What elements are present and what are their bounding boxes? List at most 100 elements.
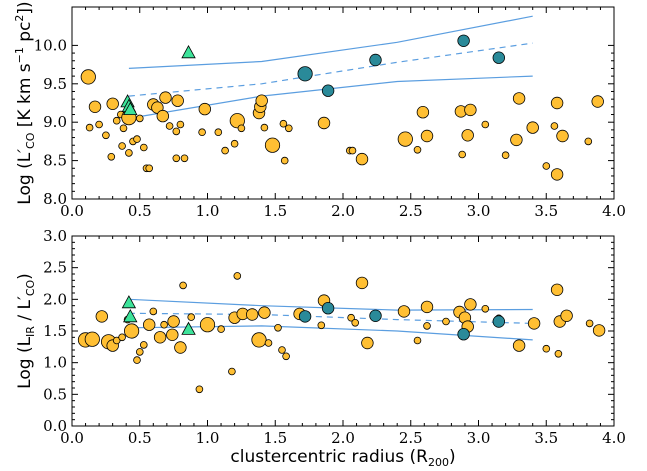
x-tick-label: 0.0 bbox=[60, 429, 84, 447]
y-tick-label: 1.5 bbox=[43, 322, 67, 340]
orange-point bbox=[278, 346, 286, 354]
x-tick-label: 0.0 bbox=[60, 202, 84, 220]
orange-point bbox=[510, 133, 523, 147]
median-line bbox=[128, 312, 533, 324]
orange-point bbox=[229, 113, 245, 129]
orange-point bbox=[279, 119, 288, 128]
axis-ticks: 0.0 0.5 1.0 1.5 2.0 2.5 3.0 3.5 4.0 0.0 0.5 1.0 1.5 2… bbox=[43, 227, 626, 447]
orange-point bbox=[172, 154, 181, 163]
y-tick-label: 1.0 bbox=[43, 354, 67, 372]
orange-point bbox=[550, 168, 564, 181]
orange-point bbox=[118, 333, 126, 342]
orange-point bbox=[481, 304, 490, 313]
orange-point bbox=[136, 348, 144, 356]
orange-point bbox=[133, 356, 141, 364]
orange-point bbox=[274, 323, 282, 332]
x-tick-label: 2.5 bbox=[399, 429, 423, 447]
orange-point bbox=[80, 69, 96, 85]
orange-point bbox=[245, 308, 259, 321]
x-tick-label: 2.5 bbox=[399, 202, 423, 220]
orange-point bbox=[351, 318, 360, 327]
orange-point bbox=[214, 128, 223, 137]
orange-point bbox=[260, 123, 269, 132]
orange-point bbox=[153, 331, 167, 344]
orange-point bbox=[237, 124, 246, 133]
orange-point bbox=[442, 317, 450, 326]
orange-point bbox=[413, 146, 422, 154]
orange-point bbox=[85, 123, 94, 132]
orange-point bbox=[255, 94, 268, 107]
triangle-point bbox=[123, 308, 138, 323]
orange-point bbox=[264, 339, 273, 347]
orange-point bbox=[554, 349, 563, 358]
teal-point bbox=[321, 84, 335, 97]
y-tick-label: 8.5 bbox=[43, 152, 67, 170]
y-axis-label: Log (L′CO [K km s−1 pc2]) bbox=[13, 1, 37, 204]
orange-point bbox=[230, 139, 239, 148]
teal-point bbox=[321, 302, 335, 315]
orange-point bbox=[221, 146, 229, 155]
orange-point bbox=[512, 339, 526, 352]
orange-point bbox=[458, 150, 467, 159]
y-tick-label: 0.0 bbox=[43, 417, 67, 435]
orange-point bbox=[179, 281, 187, 290]
orange-point bbox=[592, 324, 606, 337]
orange-point bbox=[413, 336, 422, 345]
orange-point bbox=[160, 320, 168, 329]
orange-point bbox=[199, 317, 216, 333]
data-points bbox=[80, 34, 604, 181]
orange-point bbox=[88, 100, 102, 114]
x-tick-label: 3.0 bbox=[467, 429, 491, 447]
orange-point bbox=[584, 137, 593, 146]
orange-point bbox=[347, 313, 355, 322]
envelope-line bbox=[128, 15, 533, 69]
data-points bbox=[77, 272, 606, 394]
orange-point bbox=[140, 143, 148, 152]
orange-point bbox=[125, 149, 133, 157]
orange-point bbox=[102, 131, 110, 140]
orange-point bbox=[107, 153, 116, 161]
orange-point bbox=[420, 129, 434, 143]
y-tick-label: 9.5 bbox=[43, 75, 67, 93]
orange-point bbox=[140, 341, 148, 349]
orange-point bbox=[145, 164, 154, 173]
teal-point bbox=[457, 328, 470, 341]
orange-point bbox=[361, 336, 374, 350]
orange-point bbox=[464, 298, 477, 311]
orange-point bbox=[198, 102, 212, 116]
y-tick-label: 0.5 bbox=[43, 385, 67, 403]
orange-point bbox=[284, 124, 293, 133]
median-line bbox=[128, 42, 533, 97]
orange-point bbox=[233, 272, 242, 280]
orange-point bbox=[228, 367, 236, 376]
orange-point bbox=[423, 322, 431, 330]
y-tick-label: 8.0 bbox=[43, 190, 67, 208]
teal-point bbox=[457, 34, 470, 48]
orange-point bbox=[464, 103, 477, 117]
panel-co-luminosity: 0.0 0.5 1.0 1.5 2.0 2.5 3.0 3.5 4.0 8.0 8.5 9.0 9.5 1… bbox=[13, 1, 626, 220]
orange-point bbox=[180, 154, 189, 163]
orange-point bbox=[512, 92, 526, 105]
orange-point bbox=[282, 352, 290, 361]
orange-point bbox=[142, 318, 156, 331]
x-tick-label: 4.0 bbox=[602, 202, 626, 220]
x-tick-label: 2.0 bbox=[331, 202, 355, 220]
x-tick-label: 4.0 bbox=[602, 429, 626, 447]
orange-point bbox=[317, 321, 326, 330]
orange-point bbox=[95, 310, 109, 323]
triangle-point bbox=[181, 44, 196, 59]
orange-point bbox=[542, 162, 551, 170]
orange-point bbox=[542, 344, 551, 353]
orange-point bbox=[198, 128, 206, 137]
panel-ir-co-ratio: 0.0 0.5 1.0 1.5 2.0 2.5 3.0 3.5 4.0 0.0 0.5 1.0 1.5 2… bbox=[15, 227, 626, 469]
orange-point bbox=[560, 309, 573, 323]
y-tick-label: 2.5 bbox=[43, 259, 67, 277]
teal-point bbox=[492, 51, 506, 64]
orange-point bbox=[176, 120, 185, 129]
orange-point bbox=[280, 156, 289, 165]
x-tick-label: 0.5 bbox=[128, 429, 152, 447]
triangle-point bbox=[121, 295, 137, 309]
orange-point bbox=[119, 124, 128, 133]
orange-point bbox=[133, 135, 141, 143]
